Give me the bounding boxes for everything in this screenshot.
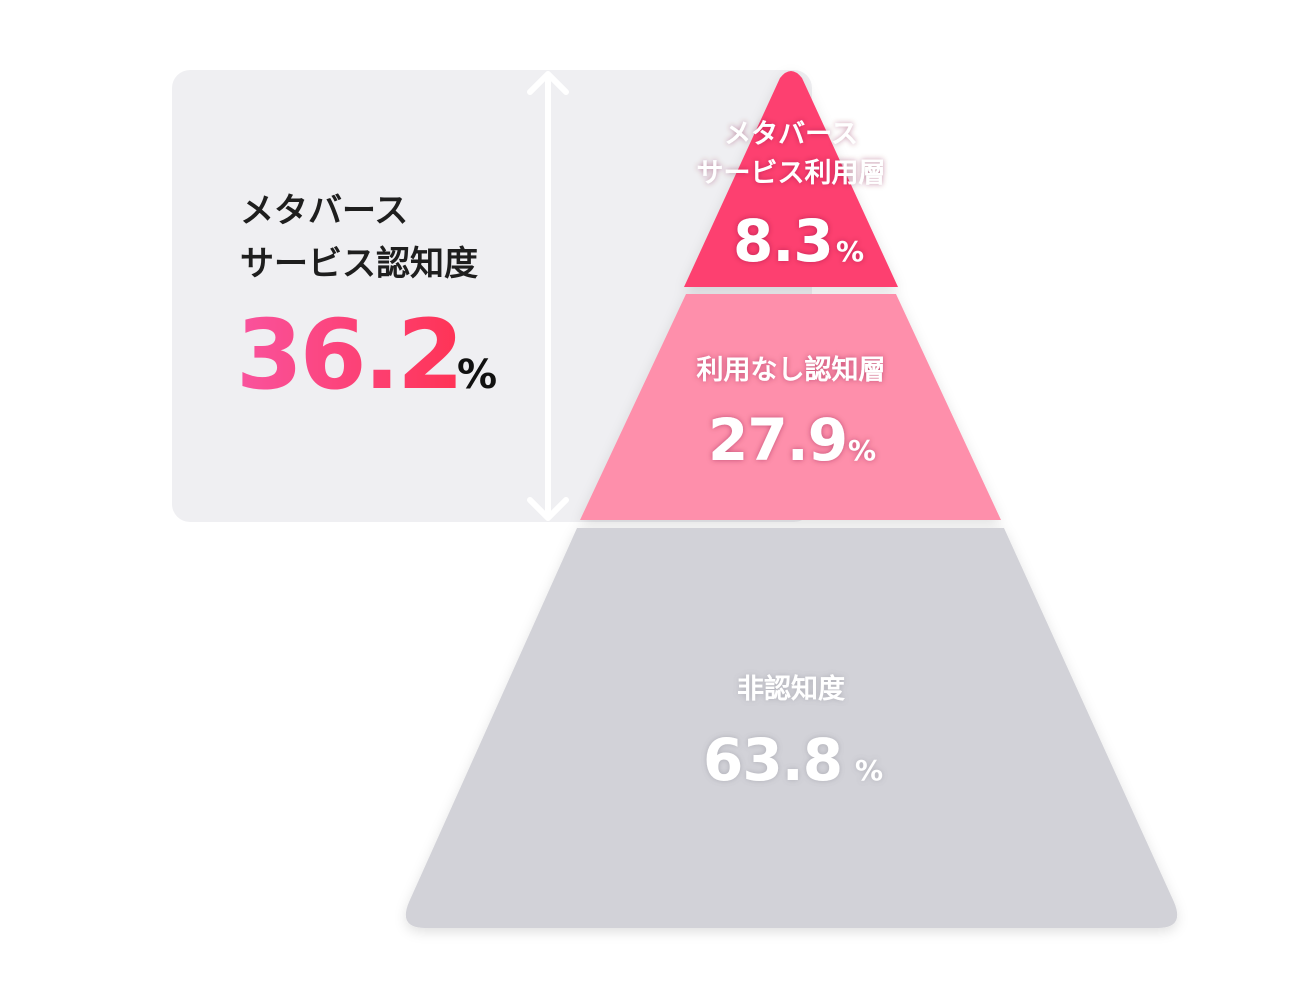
- level-middle-unit: %: [848, 434, 876, 467]
- summary-value: 36.2: [236, 299, 461, 411]
- level-middle-value: 27.9: [708, 406, 847, 474]
- pyramid: [405, 71, 1178, 928]
- summary-title-line2: サービス認知度: [240, 244, 478, 284]
- level-top-value-group: 8.3 %: [733, 207, 864, 275]
- level-top-value: 8.3: [733, 207, 833, 275]
- arrow-head-up: [527, 71, 569, 95]
- pyramid-level-middle: [580, 294, 1001, 520]
- level-top-text: メタバース サービス利用層: [697, 119, 886, 189]
- summary-title-line1: メタバース: [240, 191, 408, 231]
- summary-unit: %: [457, 352, 497, 398]
- level-top-label-line2: サービス利用層: [697, 158, 886, 189]
- level-top-label-line1: メタバース: [724, 119, 858, 150]
- arrow-head-down: [527, 497, 569, 521]
- pyramid-level-bottom: [405, 528, 1178, 928]
- level-bottom-value: 63.8: [703, 726, 842, 794]
- level-middle-label: 利用なし認知層: [697, 354, 886, 386]
- level-bottom-unit: %: [855, 754, 883, 787]
- level-middle-text: 利用なし認知層 27.9 %: [697, 354, 886, 474]
- pyramid-level-top: [684, 71, 898, 287]
- level-bottom-label: 非認知度: [737, 673, 845, 705]
- range-arrow: [527, 71, 569, 521]
- level-bottom-text: 非認知度 63.8 %: [703, 673, 883, 794]
- level-top-unit: %: [836, 235, 864, 268]
